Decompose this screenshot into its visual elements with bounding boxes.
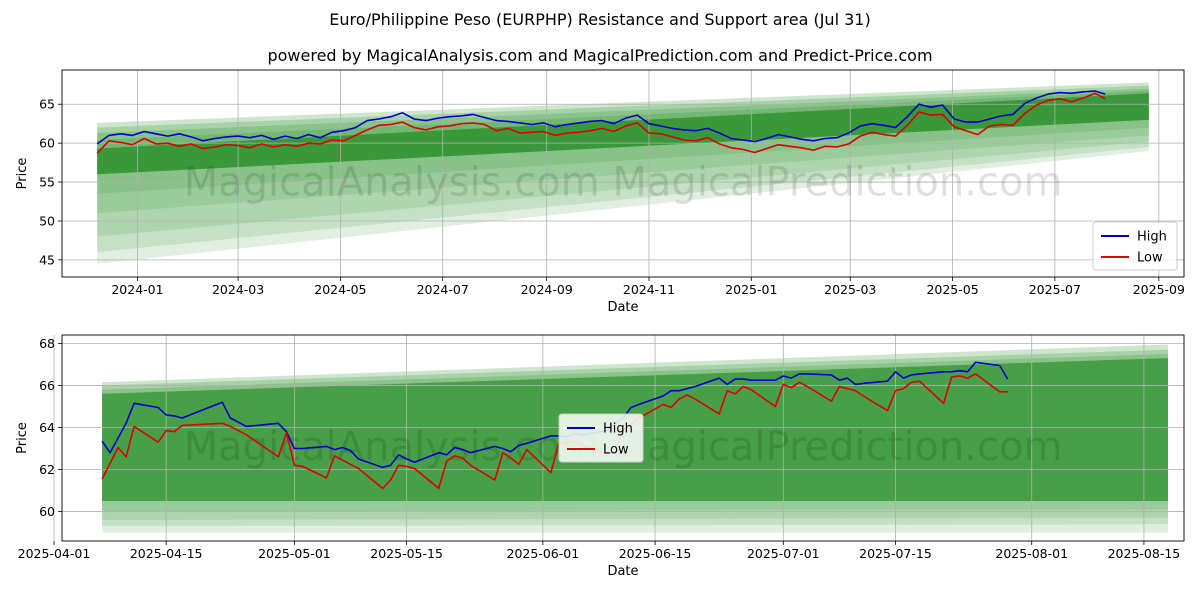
plot-frame	[61, 69, 1185, 278]
x-tick-label: 2025-07-01	[747, 546, 820, 561]
chart-zoomed: 2025-04-01 2025-04-15 2025-05-01 2025-05-15…	[15, 334, 1185, 579]
series-line-high	[96, 90, 1106, 145]
support-band-layer	[97, 93, 1149, 175]
y-tick-label: 66	[39, 378, 55, 393]
y-tick-label: 62	[39, 462, 55, 477]
y-tick-label: 55	[39, 175, 55, 190]
y-tick-label: 60	[39, 136, 55, 151]
legend: High Low	[1092, 221, 1178, 271]
resistance-band-layer	[97, 85, 1149, 175]
x-tick-label: 2024-07	[417, 282, 469, 297]
x-tick-label: 2024-03	[212, 282, 264, 297]
x-tick-label: 2024-05	[314, 282, 366, 297]
x-tick-label: 2025-06-01	[507, 546, 580, 561]
series-line-low	[96, 92, 1106, 154]
plot-frame	[61, 334, 1185, 542]
x-tick-label: 2024-11	[623, 282, 675, 297]
y-tick-label: 60	[39, 504, 55, 519]
x-tick-label: 2025-04-15	[130, 546, 203, 561]
chart-subtitle: powered by MagicalAnalysis.com and Magic…	[267, 46, 933, 65]
legend-label-high: High	[1137, 230, 1167, 245]
x-axis-label: Date	[607, 300, 638, 315]
y-axis-label: Price	[15, 422, 30, 454]
resistance-band-layer	[97, 93, 1149, 175]
x-tick-label: 2025-07	[1029, 282, 1081, 297]
x-tick-label: 2025-04-01	[18, 546, 91, 561]
x-tick-label: 2024-09	[521, 282, 573, 297]
y-tick-label: 50	[39, 213, 55, 228]
x-tick-label: 2025-08-01	[995, 546, 1068, 561]
x-tick-label: 2025-05-15	[370, 546, 443, 561]
x-tick-label: 2025-06-15	[619, 546, 692, 561]
resistance-band-layer	[97, 91, 1149, 175]
watermark-text: MagicalAnalysis.com MagicalPrediction.co…	[184, 160, 1063, 206]
chart-full-period: 2024-01 2024-03 2024-05 2024-07 2024-09 2024-…	[15, 69, 1185, 315]
x-axis-label: Date	[607, 564, 638, 579]
support-band-layer	[97, 93, 1149, 237]
x-tick-label: 2025-03	[824, 282, 876, 297]
x-tick-label: 2025-09	[1133, 282, 1185, 297]
legend: High Low	[558, 413, 644, 463]
y-tick-label: 45	[39, 252, 55, 267]
y-tick-label: 64	[39, 420, 55, 435]
resistance-band-layer	[97, 88, 1149, 175]
x-tick-label: 2025-01	[725, 282, 777, 297]
y-tick-label: 68	[39, 336, 55, 351]
y-tick-label: 65	[39, 97, 55, 112]
legend-label-low: Low	[603, 443, 629, 458]
x-tick-label: 2025-05-01	[258, 546, 331, 561]
x-tick-label: 2025-08-15	[1108, 546, 1181, 561]
chart-title: Euro/Philippine Peso (EURPHP) Resistance…	[329, 10, 871, 29]
series-lines	[96, 90, 1106, 154]
x-tick-label: 2025-05	[926, 282, 978, 297]
x-tick-label: 2024-01	[111, 282, 163, 297]
x-tick-label: 2025-07-15	[859, 546, 932, 561]
legend-label-low: Low	[1137, 251, 1163, 266]
support-band-layer	[97, 93, 1149, 253]
legend-label-high: High	[603, 422, 633, 437]
support-band-layer	[97, 93, 1149, 214]
y-axis-label: Price	[15, 158, 30, 190]
resistance-band-layer	[97, 82, 1149, 175]
